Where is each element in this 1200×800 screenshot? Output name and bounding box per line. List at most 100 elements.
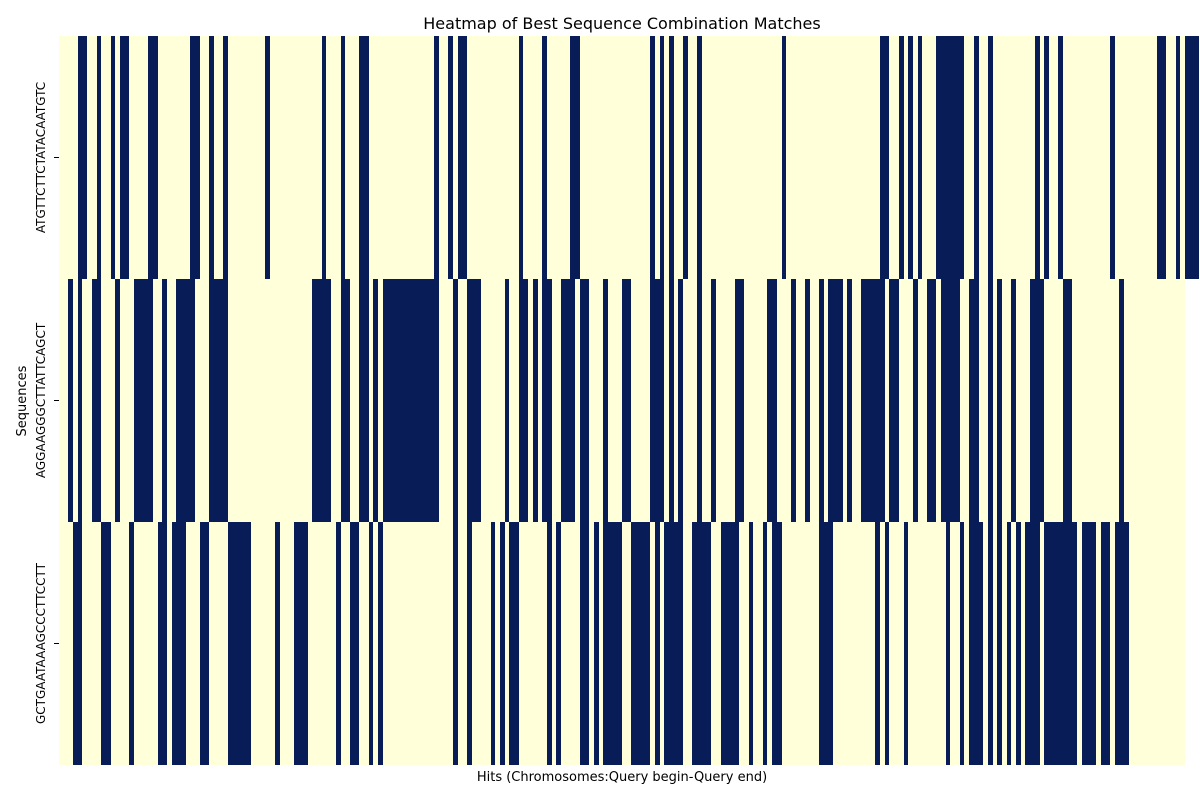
heatmap-cell: [158, 522, 167, 765]
heatmap-cell: [1011, 279, 1016, 522]
heatmap-cell: [946, 522, 950, 765]
heatmap-cell: [570, 36, 580, 279]
heatmap-cell: [533, 279, 538, 522]
heatmap-cell: [669, 279, 674, 522]
heatmap-cell: [373, 279, 378, 522]
heatmap-cell: [847, 279, 852, 522]
heatmap-cell: [134, 279, 153, 522]
heatmap-cell: [603, 279, 608, 522]
heatmap-cell: [1185, 36, 1190, 279]
heatmap-cell: [936, 36, 964, 279]
heatmap-cell: [1007, 522, 1011, 765]
heatmap-cell: [369, 522, 373, 765]
heatmap-cell: [275, 522, 280, 765]
heatmap-cell: [988, 36, 993, 279]
heatmap-cell: [556, 522, 561, 765]
heatmap-cell: [805, 279, 810, 522]
heatmap-cell: [927, 279, 936, 522]
heatmap-cell: [1016, 522, 1021, 765]
heatmap-cell: [819, 279, 824, 522]
heatmap-cell: [908, 36, 913, 279]
heatmap-cell: [78, 36, 87, 279]
heatmap-cell: [1190, 36, 1199, 279]
heatmap-cell: [209, 279, 228, 522]
heatmap-cell: [763, 522, 767, 765]
heatmap-cell: [974, 36, 979, 279]
heatmap-cell: [875, 522, 880, 765]
heatmap-cell: [899, 36, 904, 279]
heatmap-cell: [988, 522, 993, 765]
heatmap-cell: [115, 279, 120, 522]
heatmap-cell: [383, 279, 439, 522]
heatmap-cell: [650, 36, 655, 279]
heatmap-cell: [542, 36, 547, 279]
heatmap-cell: [359, 36, 369, 279]
heatmap-cell: [322, 36, 326, 279]
x-axis-label: Hits (Chromosomes:Query begin-Query end): [477, 770, 767, 785]
heatmap-cell: [885, 522, 889, 765]
heatmap-cell: [176, 279, 195, 522]
heatmap-row-2: [73, 522, 1129, 765]
heatmap-cell: [505, 279, 509, 522]
heatmap-row-1: [68, 279, 1124, 522]
heatmap-cell: [148, 36, 158, 279]
heatmap-cell: [1063, 279, 1072, 522]
heatmap-cell: [988, 279, 993, 522]
heatmap-row-0: [78, 36, 1199, 279]
chart-title: Heatmap of Best Sequence Combination Mat…: [423, 14, 820, 33]
heatmap-cell: [669, 36, 674, 279]
heatmap-cell: [92, 279, 101, 522]
heatmap-cell: [664, 522, 683, 765]
heatmap-cell: [509, 522, 519, 765]
heatmap-cell: [500, 522, 505, 765]
heatmap-cell: [190, 36, 200, 279]
heatmap-cell: [819, 522, 833, 765]
heatmap-cell: [782, 36, 786, 279]
heatmap-cell: [997, 279, 1002, 522]
y-tick-label: ATGTTCTTCTATACAATGTC: [34, 82, 48, 233]
heatmap-cell: [1030, 279, 1044, 522]
heatmap-cell: [1035, 36, 1040, 279]
heatmap-cell: [228, 522, 251, 765]
heatmap-cell: [889, 279, 899, 522]
heatmap-cell: [491, 522, 495, 765]
heatmap-cell: [918, 36, 922, 279]
heatmap-cell: [660, 36, 664, 279]
heatmap-cell: [678, 279, 683, 522]
heatmap-cell: [650, 279, 664, 522]
heatmap-cell: [336, 522, 341, 765]
heatmap-cell: [453, 279, 458, 522]
heatmap-cell: [1082, 522, 1096, 765]
heatmap-cell: [969, 279, 979, 522]
heatmap-cell: [265, 36, 270, 279]
heatmap-cell: [378, 522, 383, 765]
heatmap-cell: [519, 36, 523, 279]
heatmap-cell: [467, 522, 472, 765]
heatmap-cell: [120, 36, 129, 279]
heatmap-cell: [749, 522, 753, 765]
heatmap-cell: [941, 279, 960, 522]
heatmap-cell: [1044, 36, 1049, 279]
heatmap-cell: [97, 36, 101, 279]
y-tick-label: AGGAAGGGCTTATTCAGCT: [34, 322, 48, 478]
heatmap-cell: [580, 522, 589, 765]
heatmap-cell: [341, 279, 350, 522]
heatmap-cell: [350, 522, 359, 765]
heatmap-cell: [1119, 279, 1124, 522]
heatmap-cell: [434, 36, 439, 279]
heatmap-cell: [1110, 36, 1115, 279]
heatmap-cell: [542, 279, 552, 522]
heatmap-cell: [969, 522, 983, 765]
heatmap-cell: [1115, 522, 1129, 765]
heatmap-cell: [622, 279, 631, 522]
heatmap-cell: [111, 36, 115, 279]
heatmap-cell: [1101, 522, 1110, 765]
heatmap-cell: [997, 522, 1002, 765]
heatmap-cell: [692, 522, 711, 765]
heatmap-cell: [453, 522, 458, 765]
heatmap-cell: [1025, 522, 1040, 765]
heatmap-cell: [711, 279, 716, 522]
heatmap-cell: [1176, 36, 1180, 279]
heatmap-cell: [458, 36, 467, 279]
